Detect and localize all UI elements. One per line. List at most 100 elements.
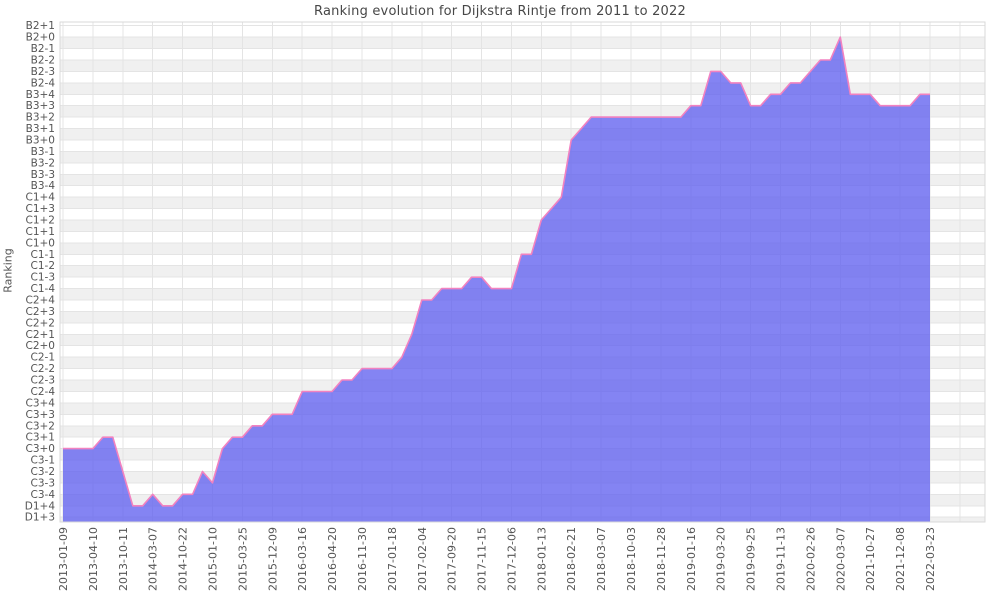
y-tick-label: C1-3 bbox=[31, 272, 55, 284]
y-tick-label: B3+2 bbox=[26, 112, 55, 124]
y-tick-label: B3-4 bbox=[31, 180, 56, 192]
y-tick-label: C1-1 bbox=[31, 249, 55, 261]
chart-title: Ranking evolution for Dijkstra Rintje fr… bbox=[314, 4, 686, 19]
y-tick-label: C3+2 bbox=[26, 420, 56, 432]
x-tick-label: 2019-11-13 bbox=[775, 527, 788, 591]
y-tick-label: B3+0 bbox=[26, 135, 55, 147]
y-tick-label: B3+4 bbox=[26, 89, 56, 101]
row-band bbox=[60, 151, 985, 163]
y-tick-label: C2+1 bbox=[26, 329, 56, 341]
y-tick-label: C1+0 bbox=[26, 237, 56, 249]
x-tick-label: 2015-01-10 bbox=[206, 527, 219, 591]
row-band bbox=[60, 94, 985, 106]
y-tick-label: C2-2 bbox=[31, 363, 55, 375]
x-tick-label: 2019-09-25 bbox=[745, 527, 758, 591]
y-tick-label: C3+4 bbox=[26, 397, 56, 409]
x-tick-label: 2017-11-15 bbox=[476, 527, 489, 591]
x-tick-label: 2016-04-20 bbox=[326, 527, 339, 591]
ranking-area-fill bbox=[63, 37, 930, 522]
y-tick-label: B2+0 bbox=[26, 32, 55, 44]
y-tick-label: B2-4 bbox=[31, 77, 56, 89]
y-tick-label: C3+0 bbox=[26, 443, 56, 455]
y-tick-label: D1+4 bbox=[25, 500, 56, 512]
row-band bbox=[60, 220, 985, 232]
y-tick-label: B2-2 bbox=[31, 54, 55, 66]
y-tick-label: C1+4 bbox=[26, 192, 56, 204]
row-band bbox=[60, 48, 985, 60]
x-tick-label: 2018-10-03 bbox=[625, 527, 638, 591]
x-tick-label: 2017-02-04 bbox=[416, 527, 429, 591]
y-tick-label: B3+1 bbox=[26, 123, 55, 135]
row-band bbox=[60, 174, 985, 186]
row-band bbox=[60, 140, 985, 152]
x-tick-label: 2017-09-20 bbox=[446, 527, 459, 591]
row-band bbox=[60, 105, 985, 118]
row-band bbox=[60, 242, 985, 255]
x-tick-label: 2018-01-13 bbox=[535, 527, 548, 591]
y-tick-label: C1+3 bbox=[26, 203, 56, 215]
x-tick-label: 2013-10-11 bbox=[117, 527, 130, 591]
y-tick-label: C1-2 bbox=[31, 260, 55, 272]
y-tick-label: C3-3 bbox=[31, 477, 55, 489]
x-tick-label: 2014-10-22 bbox=[177, 527, 190, 591]
row-band bbox=[60, 162, 985, 175]
y-tick-label: B3-2 bbox=[31, 157, 55, 169]
y-tick-label: B2-3 bbox=[31, 66, 55, 78]
x-tick-label: 2021-12-08 bbox=[894, 527, 907, 591]
x-tick-label: 2020-02-26 bbox=[804, 527, 817, 591]
x-tick-label: 2016-03-16 bbox=[296, 527, 309, 591]
y-tick-label: B2-1 bbox=[31, 43, 55, 55]
x-tick-label: 2015-12-09 bbox=[266, 527, 279, 591]
x-tick-label: 2019-03-20 bbox=[715, 527, 728, 591]
y-tick-label: B3+3 bbox=[26, 100, 55, 112]
x-tick-label: 2013-04-10 bbox=[87, 527, 100, 591]
y-tick-label: C3-4 bbox=[31, 489, 56, 501]
y-tick-label: C2+3 bbox=[26, 306, 56, 318]
y-tick-label: B3-3 bbox=[31, 169, 55, 181]
y-tick-label: C1+1 bbox=[26, 226, 56, 238]
x-tick-label: 2015-03-25 bbox=[236, 527, 249, 591]
x-tick-label: 2018-11-28 bbox=[655, 527, 668, 591]
y-axis-title: Ranking bbox=[1, 248, 15, 293]
y-tick-label: C2+2 bbox=[26, 317, 56, 329]
y-tick-label: D1+3 bbox=[25, 512, 55, 524]
row-band bbox=[60, 37, 985, 49]
row-band bbox=[60, 25, 985, 38]
row-band bbox=[60, 231, 985, 243]
y-tick-label: C2+0 bbox=[26, 340, 56, 352]
x-tick-label: 2014-03-07 bbox=[147, 527, 160, 591]
y-tick-label: B3-1 bbox=[31, 146, 55, 158]
x-tick-label: 2017-01-18 bbox=[386, 527, 399, 591]
x-tick-label: 2018-02-21 bbox=[565, 527, 578, 591]
x-tick-label: 2013-01-09 bbox=[57, 527, 70, 591]
row-band bbox=[60, 128, 985, 141]
row-band bbox=[60, 59, 985, 72]
x-tick-label: 2020-03-07 bbox=[834, 527, 847, 591]
row-band bbox=[60, 208, 985, 221]
y-tick-label: C3-1 bbox=[31, 455, 55, 467]
y-tick-label: C3+1 bbox=[26, 432, 56, 444]
row-band bbox=[60, 197, 985, 209]
x-tick-label: 2018-03-07 bbox=[595, 527, 608, 591]
y-tick-label: B2+1 bbox=[26, 20, 55, 32]
y-tick-label: C1-4 bbox=[31, 283, 56, 295]
y-tick-label: C2-1 bbox=[31, 352, 55, 364]
row-band bbox=[60, 82, 985, 95]
x-tick-label: 2017-12-06 bbox=[505, 527, 518, 591]
x-tick-label: 2016-11-30 bbox=[356, 527, 369, 591]
row-band bbox=[60, 71, 985, 83]
y-tick-label: C1+2 bbox=[26, 215, 56, 227]
ranking-line bbox=[63, 36, 930, 507]
x-tick-label: 2021-10-27 bbox=[864, 527, 877, 591]
y-tick-label: C2-3 bbox=[31, 375, 55, 387]
y-tick-label: C3+3 bbox=[26, 409, 56, 421]
row-band bbox=[60, 185, 985, 198]
y-tick-label: C3-2 bbox=[31, 466, 55, 478]
x-tick-label: 2019-01-16 bbox=[685, 527, 698, 591]
y-tick-label: C2-4 bbox=[31, 386, 56, 398]
plot-border bbox=[59, 21, 986, 523]
row-band bbox=[60, 117, 985, 129]
y-tick-label: C2+4 bbox=[26, 295, 56, 307]
